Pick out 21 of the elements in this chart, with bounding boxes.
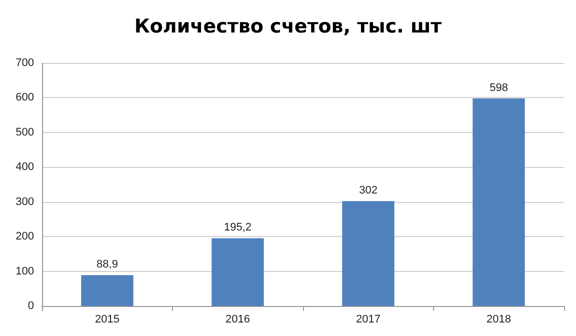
data-label: 598 (490, 82, 508, 94)
x-tick-label: 2016 (226, 314, 250, 326)
bar (342, 201, 394, 306)
x-tick-label: 2017 (356, 314, 380, 326)
x-tick-label: 2015 (95, 314, 120, 326)
data-label: 195,2 (224, 222, 252, 234)
y-tick-label: 500 (16, 126, 34, 138)
bar (472, 98, 525, 306)
y-tick-label: 700 (16, 57, 34, 69)
bar (81, 275, 134, 306)
y-tick-label: 400 (16, 161, 34, 174)
y-tick-label: 0 (28, 300, 34, 312)
data-label: 88,9 (96, 258, 118, 271)
y-tick-label: 300 (16, 196, 34, 208)
chart-title: Количество счетов, тыс. шт (134, 16, 442, 38)
data-label: 302 (359, 184, 378, 197)
y-tick-label: 200 (16, 230, 34, 243)
x-tick-label: 2018 (486, 314, 511, 326)
y-tick-label: 600 (16, 92, 34, 104)
y-tick-label: 100 (16, 265, 34, 278)
bar (212, 238, 264, 306)
